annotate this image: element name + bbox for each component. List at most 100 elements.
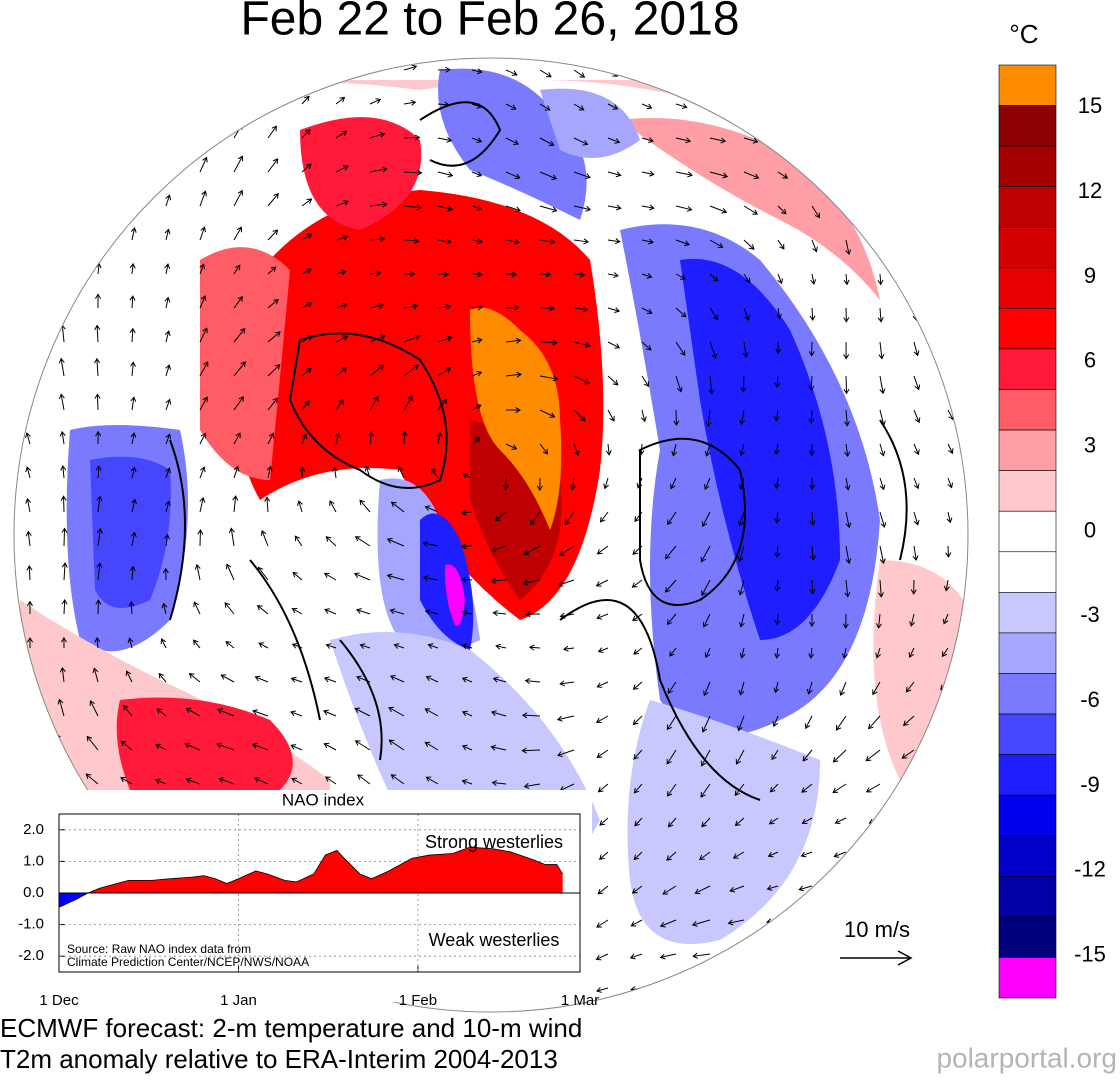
colorbar-box	[998, 64, 1057, 106]
wind-arrow	[633, 851, 643, 861]
wind-arrow	[843, 409, 850, 427]
wind-arrow	[359, 499, 371, 513]
wind-arrow	[938, 715, 949, 724]
wind-arrow	[425, 675, 439, 683]
wind-arrow	[539, 271, 552, 278]
wind-arrow	[539, 443, 549, 455]
wind-arrow	[131, 96, 142, 105]
wind-arrow	[403, 134, 421, 141]
wind-arrow	[199, 432, 207, 445]
wind-arrow	[334, 432, 341, 445]
wind-arrow	[911, 273, 918, 286]
wind-arrow	[634, 511, 643, 523]
wind-arrow	[902, 715, 915, 727]
wind-arrow	[251, 742, 269, 751]
wind-arrow	[437, 136, 453, 143]
wind-arrow	[743, 137, 759, 144]
wind-arrow	[913, 375, 921, 391]
wind-arrow	[63, 190, 74, 207]
wind-arrow	[233, 327, 246, 343]
anomaly-region	[90, 456, 171, 608]
wind-arrow	[27, 294, 34, 309]
wind-arrow	[806, 681, 813, 695]
wind-arrow	[942, 613, 949, 625]
wind-arrow	[424, 505, 439, 513]
wind-arrow	[94, 324, 101, 343]
wind-arrow	[460, 509, 473, 516]
wind-arrow	[220, 674, 235, 683]
wind-arrow	[558, 545, 575, 556]
wind-arrow	[573, 443, 580, 457]
x-tick-label: 1 Feb	[399, 992, 437, 1009]
wind-arrow	[776, 307, 783, 320]
wind-arrow	[94, 393, 101, 411]
wind-arrow	[664, 545, 677, 560]
source-note: Source: Raw NAO index data from	[67, 942, 251, 956]
wind-arrow	[165, 96, 175, 105]
wind-arrow	[605, 443, 612, 456]
wind-arrow	[437, 398, 448, 411]
wind-arrow	[386, 573, 405, 581]
wind-arrow	[460, 543, 473, 550]
wind-arrow	[233, 155, 244, 173]
wind-arrow	[695, 985, 711, 992]
wind-arrow	[666, 783, 677, 797]
wind-arrow	[573, 137, 589, 146]
source-note: Climate Prediction Center/NCEP/NWS/NOAA	[67, 955, 309, 969]
wind-arrow	[505, 103, 517, 110]
wind-arrow	[129, 565, 136, 581]
wind-arrow	[25, 700, 32, 717]
wind-arrow	[26, 668, 33, 683]
wind-arrow	[636, 477, 643, 489]
anomaly-region	[116, 697, 293, 790]
wind-arrow	[301, 335, 313, 343]
wind-arrow	[130, 227, 137, 241]
wind-arrow	[129, 295, 136, 309]
wind-arrow	[291, 642, 303, 649]
wind-arrow	[810, 273, 817, 285]
wind-arrow	[709, 171, 729, 179]
wind-arrow	[437, 171, 454, 178]
wind-arrow	[913, 137, 920, 152]
wind-arrow	[97, 189, 107, 207]
wind-arrow	[233, 361, 246, 377]
wind-arrow	[461, 609, 473, 616]
wind-arrow	[162, 567, 169, 581]
wind-arrow	[95, 430, 102, 445]
wind-arrow	[364, 465, 371, 479]
wind-arrow	[598, 851, 609, 860]
wind-arrow	[946, 511, 953, 524]
wind-arrow	[524, 678, 541, 685]
wind-arrow	[573, 375, 591, 385]
wind-arrow	[461, 643, 473, 650]
wind-arrow	[632, 613, 643, 621]
wind-arrow	[197, 529, 204, 547]
wind-arrow	[912, 545, 919, 562]
wind-arrow	[228, 527, 235, 547]
wind-arrow	[471, 68, 483, 75]
wind-arrow	[301, 302, 313, 309]
wind-arrow	[845, 239, 852, 256]
wind-arrow	[808, 409, 815, 425]
wind-arrow	[165, 467, 171, 479]
wind-arrow	[709, 69, 724, 76]
wind-arrow	[505, 337, 522, 344]
wind-arrow	[941, 919, 949, 930]
wind-arrow	[436, 431, 443, 445]
wind-arrow	[866, 953, 881, 965]
colorbar-box	[998, 876, 1057, 918]
wind-arrow	[905, 681, 915, 693]
wind-arrow	[192, 639, 201, 649]
wind-arrow	[675, 341, 686, 356]
wind-arrow	[557, 579, 575, 587]
anomaly-region	[680, 258, 840, 640]
colorbar-tick-label: 0	[1084, 517, 1096, 542]
wind-arrow	[769, 783, 779, 793]
wind-arrow	[946, 239, 953, 252]
wind-arrow	[809, 477, 816, 491]
colorbar-box	[998, 186, 1057, 228]
wind-arrow	[596, 613, 609, 620]
wind-arrow	[521, 747, 541, 754]
wind-arrow	[492, 676, 507, 683]
